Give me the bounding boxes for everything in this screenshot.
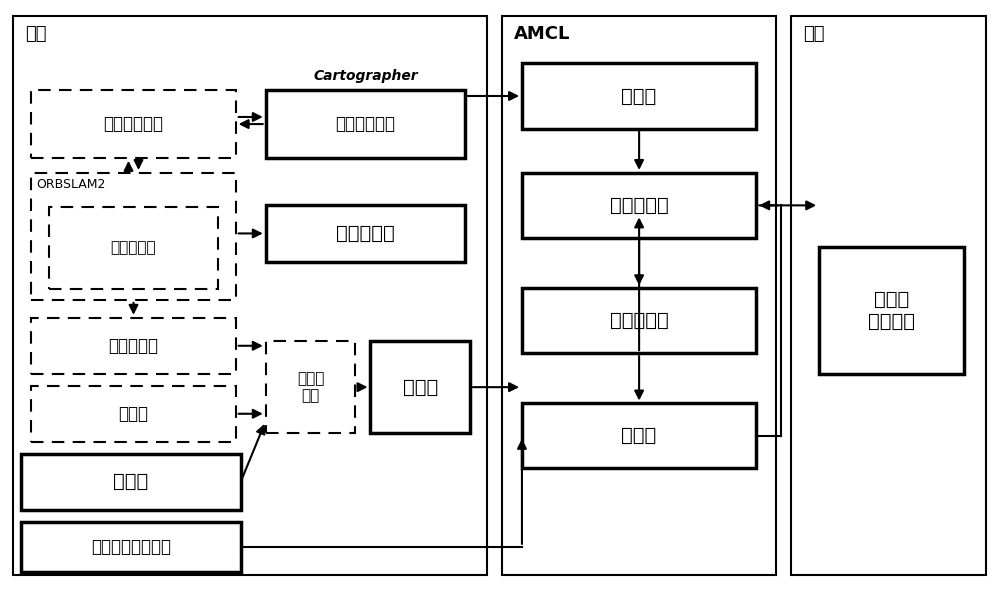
- Text: 里程计: 里程计: [403, 378, 438, 397]
- Bar: [522, 64, 756, 128]
- Text: 灰度栅格地图: 灰度栅格地图: [335, 115, 395, 133]
- Text: 粒子群预测: 粒子群预测: [610, 196, 668, 215]
- Bar: [13, 16, 487, 575]
- Text: 地图坐标转换: 地图坐标转换: [104, 115, 164, 133]
- Bar: [791, 16, 986, 575]
- Text: 重采样: 重采样: [621, 426, 657, 446]
- Text: 输出: 输出: [803, 25, 825, 43]
- Bar: [31, 173, 236, 300]
- Text: 输入: 输入: [25, 25, 47, 43]
- Bar: [49, 207, 218, 289]
- Bar: [266, 206, 465, 261]
- Text: 卡尔曼
滤波: 卡尔曼 滤波: [297, 371, 324, 403]
- Bar: [21, 454, 241, 510]
- Bar: [522, 288, 756, 353]
- Text: 机器人
位姿信息: 机器人 位姿信息: [868, 290, 915, 331]
- Text: 初始化定位: 初始化定位: [336, 224, 395, 243]
- Text: 特征点地图: 特征点地图: [111, 241, 156, 255]
- Bar: [31, 386, 236, 442]
- Text: Cartographer: Cartographer: [313, 69, 418, 83]
- Bar: [522, 403, 756, 469]
- Text: ORBSLAM2: ORBSLAM2: [36, 178, 106, 191]
- Text: 视觉里程计: 视觉里程计: [109, 337, 159, 355]
- Bar: [31, 318, 236, 374]
- Text: 陀螺仪: 陀螺仪: [119, 405, 149, 423]
- Bar: [370, 342, 470, 433]
- Text: AMCL: AMCL: [514, 25, 570, 43]
- Bar: [266, 90, 465, 158]
- Bar: [21, 522, 241, 572]
- Text: 初始化: 初始化: [621, 87, 657, 106]
- Text: 粒子群更新: 粒子群更新: [610, 311, 668, 330]
- Text: 轮速计: 轮速计: [113, 472, 149, 491]
- Bar: [502, 16, 776, 575]
- Text: 激光雷达扫描信息: 激光雷达扫描信息: [91, 538, 171, 556]
- Bar: [266, 342, 355, 433]
- Bar: [522, 173, 756, 238]
- Bar: [31, 90, 236, 158]
- Bar: [819, 247, 964, 374]
